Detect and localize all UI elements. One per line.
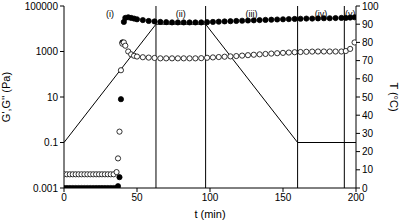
svg-text:100: 100 [362,1,379,12]
svg-text:0.001: 0.001 [33,183,58,194]
svg-text:10: 10 [362,164,374,175]
svg-text:0: 0 [362,183,368,194]
svg-text:0: 0 [61,192,67,203]
svg-text:100: 100 [202,192,219,203]
svg-text:60: 60 [362,73,374,84]
svg-text:(iii): (iii) [246,9,258,19]
svg-text:30: 30 [362,128,374,139]
svg-text:70: 70 [362,55,374,66]
svg-text:(iv): (iv) [315,9,328,19]
svg-text:t (min): t (min) [194,208,225,220]
svg-text:T (°C): T (°C) [388,82,392,111]
svg-text:(ii): (ii) [176,9,186,19]
svg-text:90: 90 [362,19,374,30]
svg-text:80: 80 [362,37,374,48]
svg-text:100000: 100000 [25,1,59,12]
svg-text:(i): (i) [106,9,114,19]
svg-text:10: 10 [47,92,59,103]
svg-text:50: 50 [362,92,374,103]
svg-text:(v): (v) [345,9,356,19]
svg-text:200: 200 [348,192,365,203]
svg-text:0.1: 0.1 [44,137,58,148]
svg-text:150: 150 [275,192,292,203]
svg-text:50: 50 [131,192,143,203]
svg-text:G',G'' (Pa): G',G'' (Pa) [8,72,12,122]
svg-text:40: 40 [362,110,374,121]
svg-text:20: 20 [362,146,374,157]
svg-text:1000: 1000 [36,46,59,57]
